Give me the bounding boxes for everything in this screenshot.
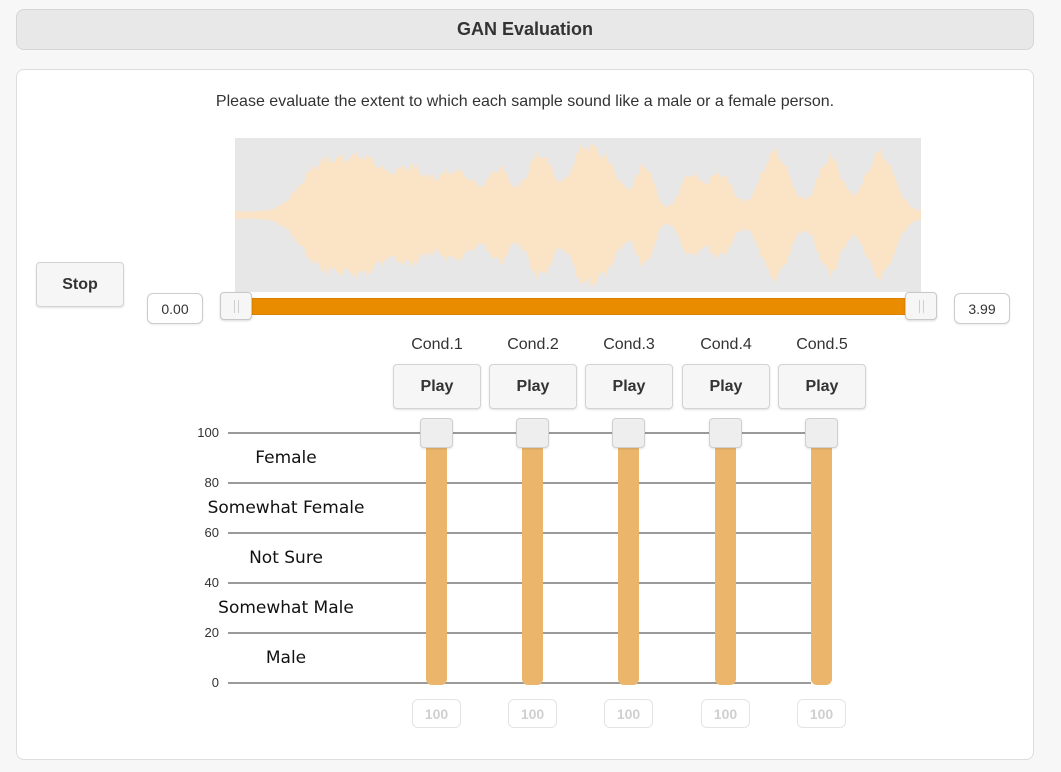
scale-gridline (228, 482, 811, 484)
scale-gridline (228, 682, 811, 684)
band-label-somewhat-female: Somewhat Female (207, 498, 365, 518)
band-label-not-sure: Not Sure (249, 548, 323, 568)
range-end-handle[interactable] (905, 292, 937, 320)
range-start-handle[interactable] (220, 292, 252, 320)
cond-5-label: Cond.5 (796, 336, 848, 353)
cond-5-play-button[interactable]: Play (778, 364, 866, 409)
grip-icon (918, 299, 924, 313)
playback-range-track[interactable] (236, 298, 920, 315)
scale-tick-60: 60 (204, 525, 219, 540)
scale-tick-80: 80 (204, 475, 219, 490)
page-title: GAN Evaluation (456, 19, 594, 39)
cond-4-slider-track[interactable] (715, 433, 736, 685)
instruction-text: Please evaluate the extent to which each… (215, 93, 835, 110)
scale-tick-40: 40 (204, 575, 219, 590)
cond-2-value-field[interactable]: 100 (508, 699, 557, 728)
waveform-path (235, 142, 921, 288)
page-header: GAN Evaluation (16, 9, 1034, 50)
cond-4-value-field[interactable]: 100 (701, 699, 750, 728)
cond-2-slider-track[interactable] (522, 433, 543, 685)
cond-5-slider-handle[interactable] (805, 418, 838, 448)
band-label-male: Male (265, 648, 307, 668)
waveform-display[interactable] (235, 138, 921, 292)
cond-3-value-field[interactable]: 100 (604, 699, 653, 728)
cond-3-label: Cond.3 (603, 336, 655, 353)
cond-1-value-field[interactable]: 100 (412, 699, 461, 728)
end-time-field[interactable]: 3.99 (954, 293, 1010, 324)
band-label-somewhat-male: Somewhat Male (218, 598, 354, 618)
scale-gridline (228, 582, 811, 584)
cond-2-label: Cond.2 (507, 336, 559, 353)
stop-button[interactable]: Stop (36, 262, 124, 307)
scale-tick-100: 100 (197, 425, 219, 440)
cond-1-label: Cond.1 (411, 336, 463, 353)
cond-5-slider-track[interactable] (811, 433, 832, 685)
cond-3-play-button[interactable]: Play (585, 364, 673, 409)
cond-4-play-button[interactable]: Play (682, 364, 770, 409)
cond-2-play-button[interactable]: Play (489, 364, 577, 409)
start-time-field[interactable]: 0.00 (147, 293, 203, 324)
scale-gridline (228, 632, 811, 634)
cond-1-slider-track[interactable] (426, 433, 447, 685)
cond-1-slider-handle[interactable] (420, 418, 453, 448)
band-label-female: Female (255, 448, 317, 468)
cond-3-slider-track[interactable] (618, 433, 639, 685)
cond-1-play-button[interactable]: Play (393, 364, 481, 409)
waveform-graphic (235, 142, 921, 288)
cond-2-slider-handle[interactable] (516, 418, 549, 448)
grip-icon (233, 299, 239, 313)
cond-4-label: Cond.4 (700, 336, 752, 353)
cond-4-slider-handle[interactable] (709, 418, 742, 448)
scale-tick-0: 0 (211, 675, 219, 690)
cond-3-slider-handle[interactable] (612, 418, 645, 448)
scale-gridline (228, 532, 811, 534)
cond-5-value-field[interactable]: 100 (797, 699, 846, 728)
scale-tick-20: 20 (204, 625, 219, 640)
